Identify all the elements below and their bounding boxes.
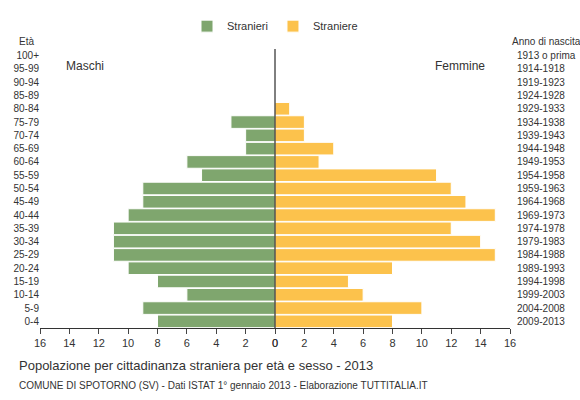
svg-text:95-99: 95-99 — [13, 63, 39, 74]
svg-text:65-69: 65-69 — [13, 143, 39, 154]
svg-text:0: 0 — [272, 337, 278, 349]
svg-text:1999-2003: 1999-2003 — [517, 289, 565, 300]
svg-text:1974-1978: 1974-1978 — [517, 223, 565, 234]
svg-text:1969-1973: 1969-1973 — [517, 210, 565, 221]
svg-text:35-39: 35-39 — [13, 223, 39, 234]
svg-text:1979-1983: 1979-1983 — [517, 236, 565, 247]
svg-text:10: 10 — [416, 337, 428, 349]
svg-text:16: 16 — [34, 337, 46, 349]
svg-text:40-44: 40-44 — [13, 210, 39, 221]
svg-text:20-24: 20-24 — [13, 263, 39, 274]
svg-text:50-54: 50-54 — [13, 183, 39, 194]
svg-text:1944-1948: 1944-1948 — [517, 143, 565, 154]
svg-text:12: 12 — [93, 337, 105, 349]
svg-text:85-89: 85-89 — [13, 90, 39, 101]
svg-text:1934-1938: 1934-1938 — [517, 117, 565, 128]
svg-text:2: 2 — [243, 337, 249, 349]
svg-text:Anno di nascita: Anno di nascita — [512, 36, 580, 47]
svg-text:Femmine: Femmine — [435, 59, 485, 73]
svg-text:5-9: 5-9 — [25, 303, 40, 314]
svg-text:10-14: 10-14 — [13, 289, 39, 300]
svg-text:0-4: 0-4 — [25, 316, 40, 327]
svg-text:16: 16 — [504, 337, 516, 349]
svg-text:4: 4 — [213, 337, 219, 349]
svg-text:4: 4 — [331, 337, 337, 349]
svg-text:2004-2008: 2004-2008 — [517, 303, 565, 314]
svg-text:70-74: 70-74 — [13, 130, 39, 141]
svg-text:Straniere: Straniere — [313, 20, 358, 32]
svg-text:2009-2013: 2009-2013 — [517, 316, 565, 327]
svg-text:1959-1963: 1959-1963 — [517, 183, 565, 194]
svg-text:80-84: 80-84 — [13, 103, 39, 114]
svg-text:1914-1918: 1914-1918 — [517, 63, 565, 74]
svg-text:1913 o prima: 1913 o prima — [517, 50, 576, 61]
svg-text:1929-1933: 1929-1933 — [517, 103, 565, 114]
svg-text:100+: 100+ — [16, 50, 39, 61]
svg-text:1984-1988: 1984-1988 — [517, 249, 565, 260]
svg-text:10: 10 — [122, 337, 134, 349]
svg-text:1964-1968: 1964-1968 — [517, 196, 565, 207]
svg-text:30-34: 30-34 — [13, 236, 39, 247]
svg-text:Popolazione per cittadinanza s: Popolazione per cittadinanza straniera p… — [19, 358, 373, 373]
svg-text:6: 6 — [360, 337, 366, 349]
svg-text:55-59: 55-59 — [13, 170, 39, 181]
svg-text:1994-1998: 1994-1998 — [517, 276, 565, 287]
svg-text:Maschi: Maschi — [66, 59, 104, 73]
svg-text:14: 14 — [475, 337, 487, 349]
svg-text:25-29: 25-29 — [13, 249, 39, 260]
svg-text:12: 12 — [445, 337, 457, 349]
svg-text:1989-1993: 1989-1993 — [517, 263, 565, 274]
svg-text:1939-1943: 1939-1943 — [517, 130, 565, 141]
svg-text:14: 14 — [63, 337, 75, 349]
svg-text:Età: Età — [19, 36, 34, 47]
svg-text:6: 6 — [184, 337, 190, 349]
svg-text:90-94: 90-94 — [13, 77, 39, 88]
svg-text:COMUNE DI SPOTORNO (SV) - Dati: COMUNE DI SPOTORNO (SV) - Dati ISTAT 1° … — [19, 380, 428, 391]
svg-text:1919-1923: 1919-1923 — [517, 77, 565, 88]
svg-text:8: 8 — [154, 337, 160, 349]
svg-text:1954-1958: 1954-1958 — [517, 170, 565, 181]
svg-text:8: 8 — [389, 337, 395, 349]
svg-text:2: 2 — [301, 337, 307, 349]
svg-text:60-64: 60-64 — [13, 156, 39, 167]
svg-text:15-19: 15-19 — [13, 276, 39, 287]
svg-text:1924-1928: 1924-1928 — [517, 90, 565, 101]
svg-text:0: 0 — [272, 337, 278, 349]
svg-text:Stranieri: Stranieri — [227, 20, 268, 32]
svg-text:45-49: 45-49 — [13, 196, 39, 207]
svg-text:1949-1953: 1949-1953 — [517, 156, 565, 167]
svg-text:75-79: 75-79 — [13, 117, 39, 128]
